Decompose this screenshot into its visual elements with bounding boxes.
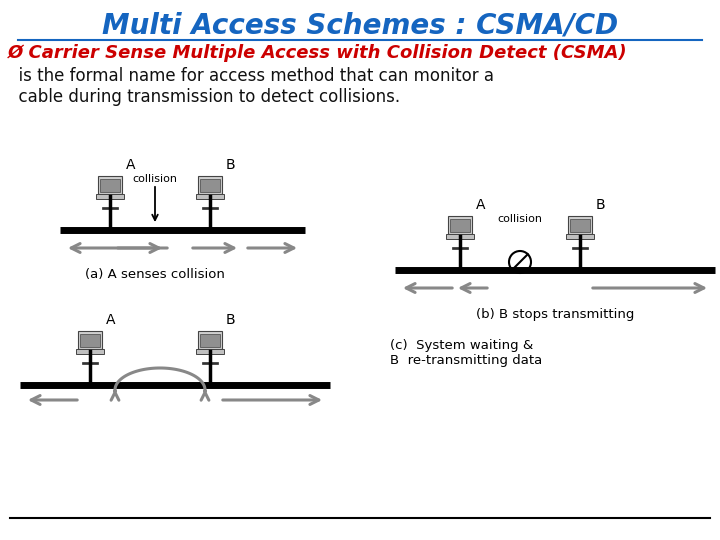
FancyBboxPatch shape xyxy=(100,179,120,192)
Text: (c)  System waiting &
B  re-transmitting data: (c) System waiting & B re-transmitting d… xyxy=(390,339,542,367)
Text: (b) B stops transmitting: (b) B stops transmitting xyxy=(476,308,634,321)
Text: is the formal name for access method that can monitor a
  cable during transmiss: is the formal name for access method tha… xyxy=(8,67,494,106)
FancyBboxPatch shape xyxy=(96,194,124,199)
FancyBboxPatch shape xyxy=(197,349,224,354)
Text: B: B xyxy=(596,198,606,212)
Text: Multi Access Schemes : CSMA/CD: Multi Access Schemes : CSMA/CD xyxy=(102,12,618,40)
FancyBboxPatch shape xyxy=(446,234,474,239)
FancyBboxPatch shape xyxy=(448,215,472,234)
FancyBboxPatch shape xyxy=(567,215,593,234)
Text: Ø Carrier Sense Multiple Access with Collision Detect (CSMA): Ø Carrier Sense Multiple Access with Col… xyxy=(8,44,628,62)
FancyBboxPatch shape xyxy=(200,334,220,347)
Text: A: A xyxy=(476,198,485,212)
Text: (a) A senses collision: (a) A senses collision xyxy=(85,268,225,281)
FancyBboxPatch shape xyxy=(78,330,102,349)
FancyBboxPatch shape xyxy=(570,219,590,232)
Text: A: A xyxy=(106,313,115,327)
FancyBboxPatch shape xyxy=(197,194,224,199)
FancyBboxPatch shape xyxy=(197,330,222,349)
Text: collision: collision xyxy=(132,174,178,184)
Text: B: B xyxy=(226,158,235,172)
Text: B: B xyxy=(226,313,235,327)
FancyBboxPatch shape xyxy=(97,176,122,194)
Text: collision: collision xyxy=(498,214,542,224)
FancyBboxPatch shape xyxy=(566,234,594,239)
Text: A: A xyxy=(126,158,135,172)
FancyBboxPatch shape xyxy=(450,219,470,232)
FancyBboxPatch shape xyxy=(200,179,220,192)
FancyBboxPatch shape xyxy=(80,334,100,347)
FancyBboxPatch shape xyxy=(197,176,222,194)
FancyBboxPatch shape xyxy=(76,349,104,354)
